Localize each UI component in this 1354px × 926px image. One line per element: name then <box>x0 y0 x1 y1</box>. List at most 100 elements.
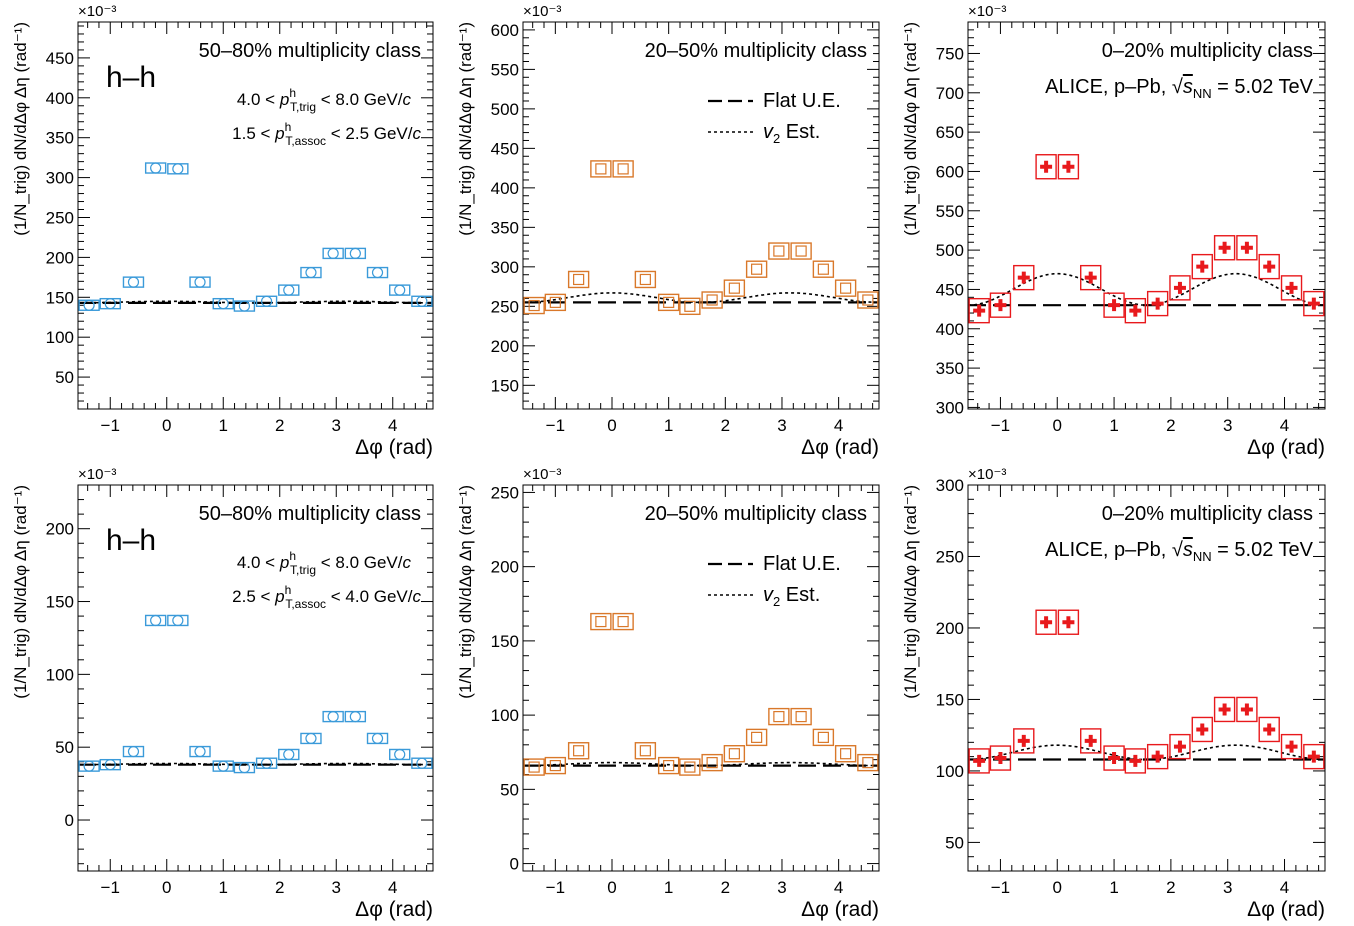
systematic-box <box>255 757 278 769</box>
y-tick-label: 150 <box>46 288 74 307</box>
data-point <box>366 732 389 745</box>
point-marker <box>305 732 317 745</box>
x-tick-label: −1 <box>101 416 120 435</box>
point-marker <box>751 263 763 275</box>
systematic-box <box>1146 743 1169 770</box>
point-marker <box>394 284 406 296</box>
systematic-box <box>1213 696 1236 723</box>
y-tick-label: 400 <box>936 320 964 339</box>
y-tick-label: 650 <box>936 123 964 142</box>
x-tick-label: −1 <box>101 878 120 897</box>
systematic-box <box>812 728 835 747</box>
systematic-box <box>122 745 145 758</box>
data-point <box>167 163 189 175</box>
systematic-box <box>189 276 211 288</box>
data-point <box>544 293 567 312</box>
data-point <box>1146 743 1169 770</box>
data-point <box>1124 748 1147 774</box>
point-marker <box>349 710 361 723</box>
data-point <box>1280 733 1303 760</box>
x-tick-label: 2 <box>275 416 284 435</box>
systematic-box <box>122 276 145 288</box>
point-marker <box>371 732 384 745</box>
data-point <box>122 745 145 758</box>
y-tick-label: 150 <box>936 690 964 709</box>
data-point <box>278 284 300 296</box>
point-marker <box>327 710 339 723</box>
data-point <box>657 293 680 312</box>
x-tick-label: 3 <box>1223 878 1232 897</box>
data-point <box>679 297 701 316</box>
systematic-box <box>411 757 433 769</box>
y-tick-label: 200 <box>46 520 74 539</box>
point-marker <box>1173 740 1186 753</box>
point-marker <box>595 615 607 628</box>
y-tick-label: 450 <box>936 280 964 299</box>
assoc-pt-label: 2.5 < ph T,assoc < 4.0 GeV/c <box>232 583 421 611</box>
point-marker <box>840 282 852 294</box>
data-point <box>1057 609 1080 635</box>
data-point <box>1213 235 1236 261</box>
point-marker <box>1129 754 1142 767</box>
data-point <box>968 748 990 774</box>
y-tick-label: 100 <box>46 328 74 347</box>
systematic-box <box>1146 290 1169 317</box>
data-point <box>411 295 433 307</box>
point-marker <box>1263 723 1276 736</box>
data-point <box>1191 253 1213 280</box>
y-tick-label: 300 <box>46 169 74 188</box>
point-marker <box>728 748 740 760</box>
systematic-box <box>657 756 680 775</box>
data-point <box>812 260 835 278</box>
data-point <box>989 745 1012 771</box>
panel-top-right: −1 0 1 2 3 4 300 350 400 450 500 550 600 650 700 750 ×10… <box>901 3 1326 459</box>
point-marker <box>1307 750 1320 763</box>
x-tick-label: 0 <box>1053 878 1062 897</box>
point-marker <box>194 745 206 758</box>
x-tick-label: 4 <box>834 878 843 897</box>
systematic-box <box>968 748 990 774</box>
axis-multiplier: ×10⁻³ <box>523 3 561 20</box>
y-tick-label: 50 <box>500 780 519 799</box>
x-tick-label: 2 <box>1166 416 1175 435</box>
point-marker <box>663 759 675 772</box>
axis-multiplier: ×10⁻³ <box>78 466 116 483</box>
y-tick-label: 100 <box>491 706 519 725</box>
systematic-box <box>612 160 634 178</box>
systematic-box <box>1303 743 1325 770</box>
data-point <box>1258 253 1280 280</box>
y-tick-label: 200 <box>936 619 964 638</box>
data-point <box>1236 696 1258 723</box>
data-point <box>1258 716 1280 743</box>
point-marker <box>706 294 718 306</box>
point-marker <box>127 745 140 758</box>
point-marker <box>104 759 116 771</box>
plot-frame <box>967 484 1326 872</box>
data-point <box>857 753 879 772</box>
data-point <box>745 260 768 278</box>
y-tick-label: 400 <box>491 179 519 198</box>
systematic-box <box>590 160 612 178</box>
x-tick-label: 1 <box>1109 416 1118 435</box>
plot-frame <box>77 484 434 872</box>
data-point <box>1013 264 1035 291</box>
systematic-box <box>1080 264 1102 291</box>
systematic-box <box>278 284 300 296</box>
systematic-box <box>366 266 389 279</box>
systematic-box <box>657 293 680 312</box>
data-point <box>612 612 634 631</box>
x-tick-label: 3 <box>332 878 341 897</box>
systematic-box <box>255 295 278 307</box>
systematic-box <box>679 297 701 316</box>
systematic-box <box>768 707 790 726</box>
systematic-box <box>1057 154 1080 180</box>
point-marker <box>260 757 273 769</box>
panel-bottom-left: −1 0 1 2 3 4 0 50 100 150 200 ×10⁻³ Δφ (rad) (1/N_tri… <box>11 466 434 921</box>
x-tick-label: 1 <box>664 416 673 435</box>
axis-multiplier: ×10⁻³ <box>78 3 116 20</box>
data-point <box>389 284 411 296</box>
point-marker <box>528 299 540 312</box>
point-marker <box>194 276 206 288</box>
y-tick-label: 150 <box>46 593 74 612</box>
v2-estimate-curve <box>968 272 1325 307</box>
